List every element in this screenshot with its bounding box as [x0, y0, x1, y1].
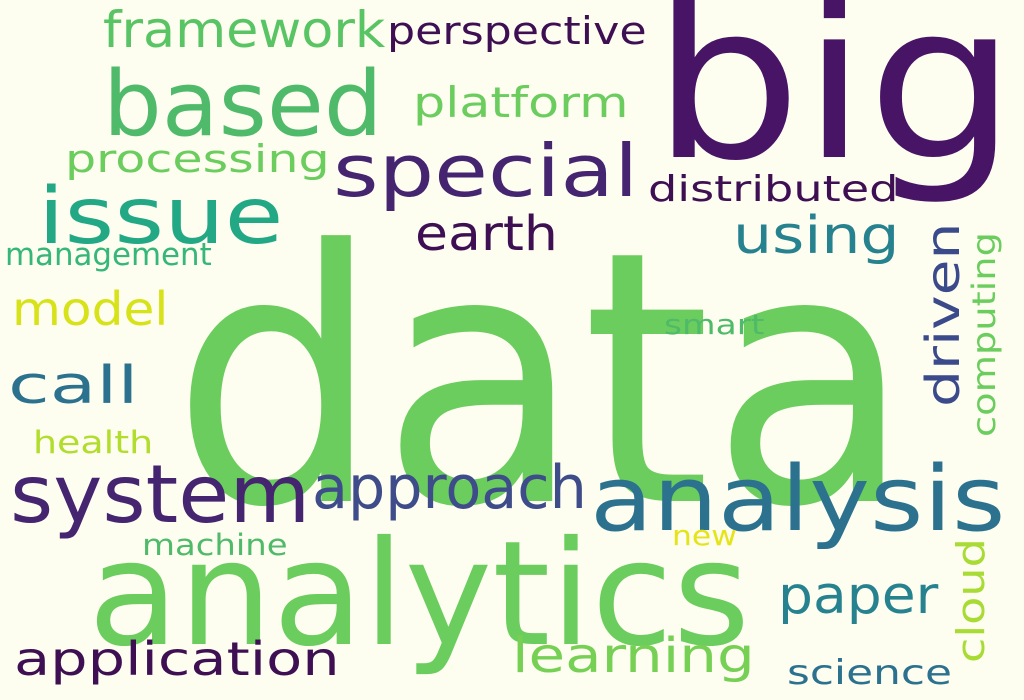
word-cloud: cloud — [949, 538, 993, 663]
word-learning: learning — [512, 628, 755, 684]
word-application: application — [14, 632, 340, 686]
word-platform: platform — [413, 78, 629, 127]
word-distributed: distributed — [648, 169, 899, 210]
word-based: based — [103, 52, 383, 157]
word-new: new — [672, 519, 737, 552]
word-driven: driven — [916, 222, 970, 407]
word-model: model — [12, 282, 169, 336]
word-big: big — [652, 0, 1017, 208]
word-computing: computing — [965, 232, 1003, 437]
word-perspective: perspective — [387, 9, 647, 53]
word-earth: earth — [415, 206, 558, 262]
word-management: management — [5, 237, 212, 273]
word-framework: framework — [103, 1, 386, 59]
word-smart: smart — [664, 308, 765, 341]
word-data: data — [172, 176, 913, 584]
word-analytics: analytics — [88, 510, 751, 679]
word-call: call — [8, 356, 139, 416]
word-using: using — [733, 206, 900, 266]
word-health: health — [33, 425, 154, 461]
word-paper: paper — [778, 566, 939, 626]
word-issue: issue — [38, 172, 284, 262]
word-approach: approach — [312, 453, 587, 523]
word-system: system — [10, 448, 311, 541]
word-science: science — [787, 653, 952, 693]
word-analysis: analysis — [590, 447, 1006, 552]
word-processing: processing — [65, 137, 330, 181]
word-machine: machine — [142, 528, 288, 562]
word-special: special — [333, 129, 639, 213]
